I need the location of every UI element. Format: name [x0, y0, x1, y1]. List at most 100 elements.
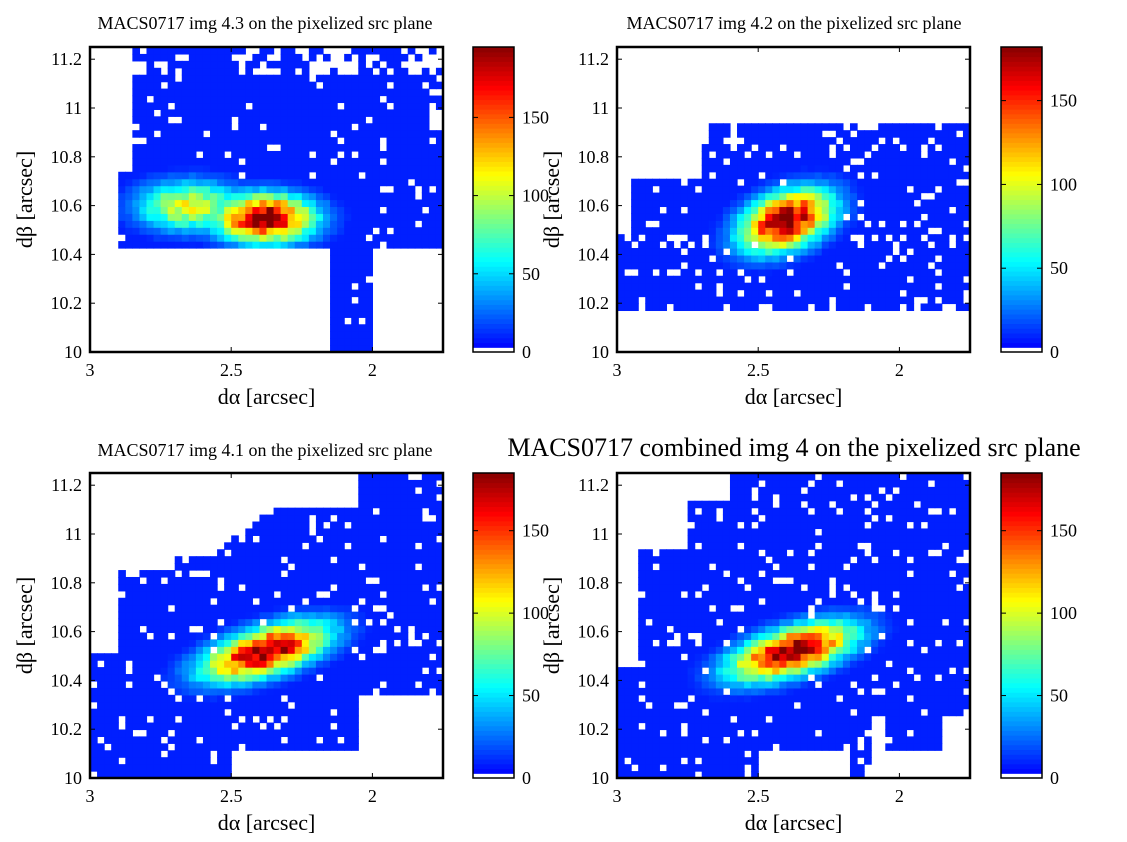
- heatmap-cell: [913, 268, 922, 277]
- heatmap-cell: [97, 729, 105, 738]
- heatmap-cell: [428, 563, 437, 571]
- heatmap-cell: [365, 88, 373, 97]
- heatmap-cell: [645, 576, 653, 585]
- heatmap-cell: [167, 178, 176, 187]
- heatmap-cell: [118, 701, 126, 710]
- heatmap-cell: [800, 234, 809, 242]
- heatmap-cell: [259, 116, 268, 124]
- heatmap-cell: [202, 680, 211, 689]
- heatmap-cell: [666, 282, 675, 291]
- heatmap-cell: [694, 729, 703, 738]
- heatmap-cell: [280, 611, 289, 620]
- heatmap-cell: [195, 102, 204, 110]
- heatmap-cell: [90, 715, 98, 724]
- heatmap-cell: [948, 296, 957, 305]
- heatmap-cell: [245, 150, 253, 159]
- heatmap-cell: [308, 563, 317, 571]
- heatmap-cell: [167, 680, 176, 689]
- heatmap-cell: [139, 680, 148, 689]
- heatmap-cell: [97, 757, 105, 765]
- heatmap-cell: [414, 116, 423, 124]
- heatmap-cell: [294, 123, 303, 131]
- heatmap-cell: [772, 164, 780, 173]
- heatmap-cell: [871, 157, 879, 166]
- heatmap-cell: [266, 549, 275, 557]
- heatmap-cell: [315, 583, 324, 592]
- heatmap-cell: [680, 597, 689, 606]
- heatmap-cell: [772, 241, 780, 249]
- heatmap-cell: [301, 632, 310, 640]
- heatmap-cell: [160, 53, 169, 62]
- heatmap-cell: [330, 736, 338, 744]
- heatmap-cell: [835, 130, 844, 138]
- heatmap-cell: [287, 227, 296, 235]
- heatmap-cell: [344, 157, 352, 166]
- heatmap-cell: [849, 289, 858, 298]
- heatmap-cell: [751, 282, 759, 291]
- heatmap-cell: [337, 248, 345, 256]
- heatmap-cell: [793, 708, 802, 717]
- heatmap-cell: [287, 542, 296, 550]
- heatmap-cell: [322, 192, 331, 201]
- heatmap-cell: [737, 164, 745, 173]
- heatmap-cell: [680, 289, 689, 298]
- heatmap-cell: [365, 514, 373, 523]
- heatmap-cell: [737, 227, 745, 235]
- heatmap-cell: [280, 144, 289, 152]
- heatmap-cell: [400, 667, 409, 675]
- heatmap-cell: [744, 282, 752, 291]
- heatmap-cell: [786, 563, 795, 571]
- heatmap-cell: [365, 500, 373, 509]
- heatmap-cell: [202, 199, 211, 208]
- heatmap-cell: [687, 771, 696, 779]
- heatmap-cell: [351, 220, 359, 228]
- heatmap-cell: [659, 771, 668, 779]
- heatmap-cell: [174, 178, 183, 187]
- heatmap-cell: [722, 701, 731, 710]
- heatmap-cell: [842, 227, 851, 235]
- heatmap-cell: [322, 88, 331, 97]
- heatmap-cell: [701, 750, 710, 758]
- colorbar-segment: [1001, 170, 1042, 177]
- heatmap-cell: [751, 206, 759, 214]
- heatmap-cell: [301, 646, 310, 654]
- heatmap-cell: [407, 563, 416, 571]
- heatmap-cell: [188, 81, 197, 90]
- heatmap-cell: [786, 583, 795, 592]
- heatmap-cell: [294, 542, 303, 550]
- heatmap-cell: [645, 248, 653, 256]
- heatmap-cell: [294, 137, 303, 145]
- heatmap-cell: [231, 227, 239, 235]
- heatmap-cell: [400, 576, 409, 585]
- heatmap-cell: [673, 549, 682, 557]
- heatmap-cell: [638, 563, 646, 571]
- heatmap-cell: [308, 646, 317, 654]
- heatmap-cell: [849, 268, 858, 277]
- heatmap-cell: [617, 261, 625, 270]
- heatmap-cell: [308, 213, 317, 221]
- heatmap-cell: [407, 611, 416, 620]
- heatmap-cell: [687, 296, 696, 305]
- heatmap-cell: [393, 590, 402, 599]
- heatmap-cell: [652, 653, 660, 661]
- heatmap-cell: [217, 53, 225, 62]
- heatmap-cell: [322, 109, 331, 117]
- heatmap-cell: [231, 646, 239, 654]
- heatmap-cell: [708, 597, 717, 606]
- colorbar-segment: [473, 132, 514, 139]
- heatmap-cell: [800, 604, 809, 613]
- heatmap-cell: [287, 220, 296, 228]
- heatmap-cell: [315, 667, 324, 675]
- heatmap-cell: [132, 144, 141, 152]
- heatmap-cell: [913, 150, 922, 159]
- heatmap-cell: [645, 597, 653, 606]
- heatmap-cell: [344, 722, 352, 731]
- heatmap-cell: [372, 157, 381, 166]
- heatmap-cell: [386, 521, 395, 530]
- heatmap-cell: [758, 611, 766, 620]
- heatmap-cell: [181, 67, 190, 76]
- heatmap-cell: [252, 137, 261, 145]
- y-tick-label: 10.6: [578, 196, 610, 216]
- heatmap-cell: [772, 254, 780, 263]
- heatmap-cell: [160, 241, 169, 249]
